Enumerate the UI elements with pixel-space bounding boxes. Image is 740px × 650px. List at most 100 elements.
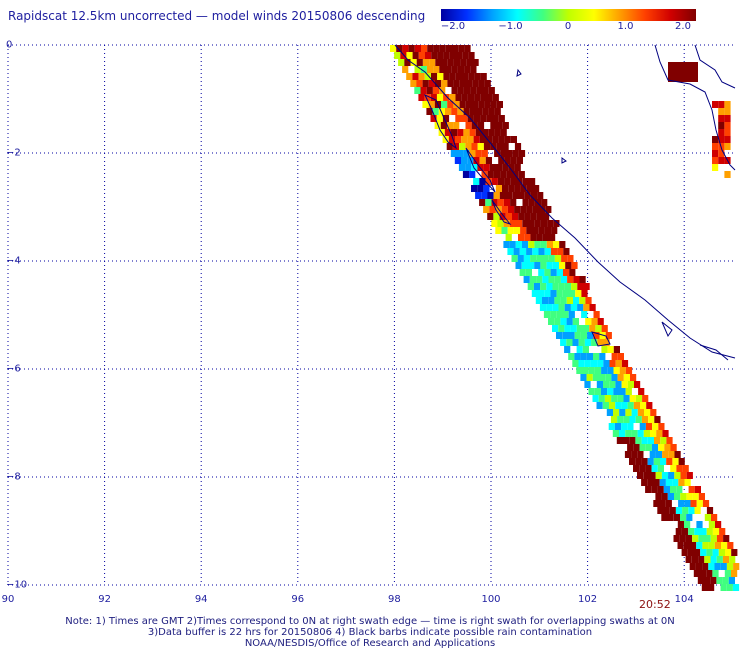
swath-cell: [514, 164, 521, 171]
swath-cell: [458, 45, 465, 52]
swath-cell: [558, 283, 565, 290]
swath-cell: [550, 248, 558, 255]
swath-cell: [692, 535, 699, 542]
swath-cell: [718, 115, 725, 122]
swath-cell: [426, 108, 433, 115]
swath-cell: [489, 164, 496, 171]
swath-cell: [429, 59, 436, 66]
swath-cell: [534, 241, 541, 248]
swath-cell: [537, 192, 544, 199]
swath-cell: [585, 297, 592, 304]
swath-cell: [514, 206, 521, 213]
swath-cell: [572, 360, 579, 367]
swath-cell: [724, 136, 731, 143]
swath-cell: [479, 157, 486, 164]
swath-cell: [670, 486, 677, 493]
swath-cell: [718, 150, 725, 157]
swath-cell: [674, 493, 681, 500]
y-tick-label: −8: [6, 471, 21, 483]
swath-cell: [680, 514, 687, 521]
swath-cell: [518, 192, 525, 199]
swath-cell: [414, 66, 421, 73]
swath-cell: [475, 192, 482, 199]
island-coastline: [661, 321, 673, 338]
swath-cell: [394, 52, 401, 59]
swath-cell: [412, 52, 419, 59]
swath-cell: [655, 451, 663, 458]
swath-cell: [490, 101, 497, 108]
swath-cell: [517, 255, 524, 262]
swath-cell: [534, 262, 541, 269]
swath-cell: [451, 108, 458, 115]
swath-cell: [400, 52, 407, 59]
swath-cell: [539, 304, 547, 311]
swath-cell: [495, 185, 502, 192]
swath-cell: [481, 192, 488, 199]
swath-cell: [428, 101, 435, 108]
swath-cell: [545, 206, 552, 213]
swath-cell: [597, 318, 604, 325]
swath-cell: [643, 472, 650, 479]
swath-cell: [490, 122, 497, 129]
swath-cell: [562, 311, 569, 318]
swath-cell: [500, 150, 507, 157]
swath-cell: [658, 423, 665, 430]
swath-cell: [562, 290, 569, 297]
swath-cell: [615, 402, 622, 409]
swath-cell: [726, 584, 733, 591]
swath-cell: [716, 535, 724, 542]
swath-cell: [610, 416, 618, 423]
swath-cell: [677, 542, 684, 549]
swath-cell: [520, 185, 527, 192]
swath-cell: [536, 213, 543, 220]
swath-cell: [440, 122, 447, 129]
swath-cell: [712, 549, 719, 556]
swath-cell: [689, 563, 696, 570]
swath-cell: [708, 584, 715, 591]
swath-cell: [571, 283, 578, 290]
swath-cell: [528, 199, 535, 206]
swath-cell: [494, 150, 501, 157]
swath-cell: [673, 535, 680, 542]
swath-cell: [570, 304, 578, 311]
swath-cell: [629, 395, 636, 402]
swath-cell: [396, 45, 403, 52]
swath-cell: [465, 143, 472, 150]
swath-cell: [700, 570, 707, 577]
swath-cell: [466, 80, 473, 87]
swath-cell: [623, 416, 630, 423]
swath-cell: [571, 262, 578, 269]
swath-cell: [629, 416, 636, 423]
swath-cell: [461, 136, 468, 143]
swath-cell: [462, 171, 470, 178]
swath-cell: [418, 94, 425, 101]
swath-cell: [412, 73, 419, 80]
swath-cell: [552, 304, 559, 311]
island-coastline: [465, 147, 496, 193]
swath-cell: [522, 178, 529, 185]
swath-cell: [570, 325, 577, 332]
swath-cell: [663, 507, 670, 514]
swath-cell: [462, 73, 469, 80]
swath-cell: [666, 458, 673, 465]
swath-cell: [596, 381, 603, 388]
swath-cell: [706, 570, 713, 577]
swath-cell: [604, 395, 612, 402]
swath-cell: [583, 304, 590, 311]
swath-cell: [468, 52, 475, 59]
swath-cell: [601, 346, 608, 353]
swath-cell: [482, 108, 489, 115]
swath-cell: [621, 402, 628, 409]
swath-cell: [733, 563, 740, 570]
swath-cell: [731, 570, 738, 577]
swath-cell: [655, 472, 662, 479]
swath-cell: [579, 297, 586, 304]
swath-cell: [469, 108, 476, 115]
swath-cell: [595, 325, 602, 332]
swath-cell: [712, 101, 719, 108]
swath-cell: [681, 549, 688, 556]
swath-cell: [625, 409, 632, 416]
swath-cell: [459, 101, 466, 108]
swath-cell: [484, 80, 491, 87]
swath-cell: [558, 304, 565, 311]
